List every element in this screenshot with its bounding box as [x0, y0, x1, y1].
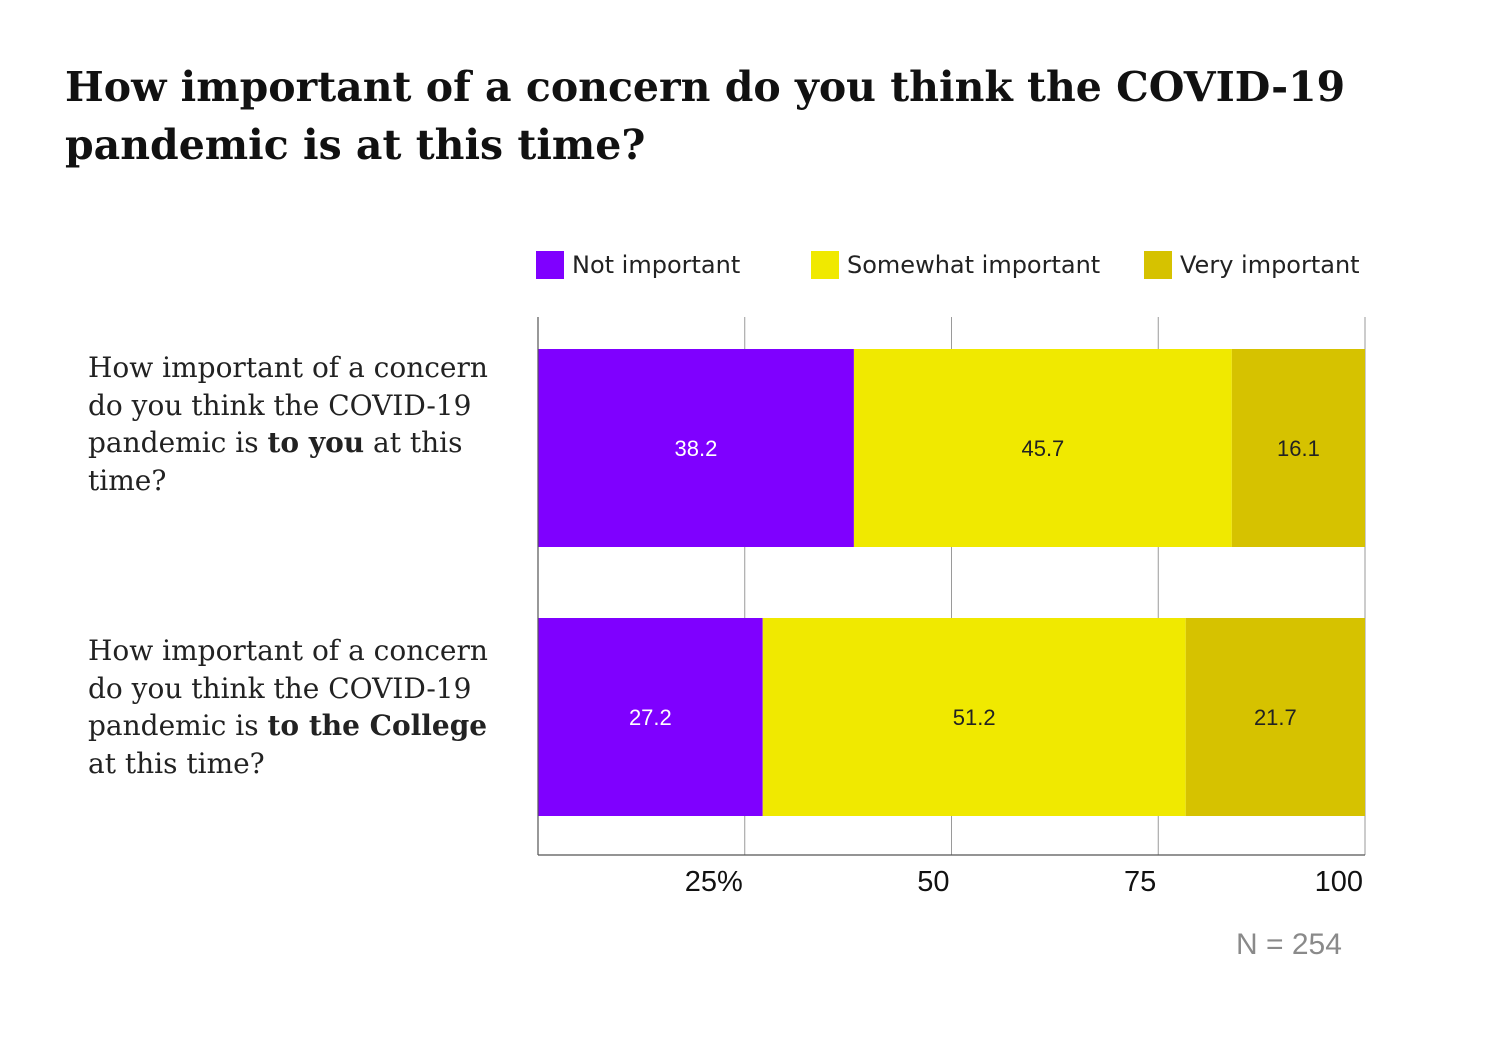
data-label: 38.2 — [675, 436, 718, 461]
data-label: 16.1 — [1277, 436, 1320, 461]
x-tick-label: 100 — [1315, 866, 1363, 898]
category-line: do you think the COVID-19 — [88, 671, 472, 705]
category-line: at this time? — [88, 746, 265, 780]
chart-title-line-2: pandemic is at this time? — [65, 121, 646, 169]
category-label-to-the-college: How important of a concern do you think … — [88, 632, 518, 782]
sample-size-note: N = 254 — [1236, 928, 1342, 961]
category-line: pandemic is to you at this — [88, 426, 463, 459]
category-line: time? — [88, 463, 167, 497]
legend-swatch-very-important — [1144, 251, 1172, 279]
data-label: 51.2 — [953, 705, 996, 730]
bar — [1185, 618, 1365, 816]
category-line: How important of a concern — [88, 634, 488, 667]
legend-label-not-important: Not important — [572, 251, 741, 279]
category-line: How important of a concern — [88, 351, 488, 384]
data-label: 45.7 — [1021, 436, 1064, 461]
bar — [853, 349, 1232, 547]
bar — [762, 618, 1186, 816]
legend-item-very-important: Very important — [1144, 247, 1360, 283]
bar — [538, 349, 854, 547]
x-tick-label: 75 — [1124, 866, 1156, 898]
legend-item-not-important: Not important — [536, 247, 740, 283]
data-label: 27.2 — [629, 705, 672, 730]
chart-title-line-1: How important of a concern do you think … — [65, 63, 1346, 111]
chart-title: How important of a concern do you think … — [65, 58, 1465, 174]
category-emphasis: to you — [267, 426, 365, 459]
category-emphasis: to the College — [267, 709, 488, 742]
legend-swatch-somewhat-important — [811, 251, 839, 279]
category-line: pandemic is to the College — [88, 709, 488, 742]
legend-item-somewhat-important: Somewhat important — [811, 247, 1100, 283]
legend-label-very-important: Very important — [1180, 251, 1360, 279]
category-label-to-you: How important of a concern do you think … — [88, 349, 518, 499]
bar — [538, 618, 763, 816]
category-line: do you think the COVID-19 — [88, 388, 472, 422]
legend-swatch-not-important — [536, 251, 564, 279]
x-tick-label: 50 — [917, 866, 949, 898]
legend-label-somewhat-important: Somewhat important — [847, 251, 1101, 279]
x-tick-label: 25% — [685, 866, 743, 898]
data-label: 21.7 — [1254, 705, 1297, 730]
bar — [1231, 349, 1365, 547]
